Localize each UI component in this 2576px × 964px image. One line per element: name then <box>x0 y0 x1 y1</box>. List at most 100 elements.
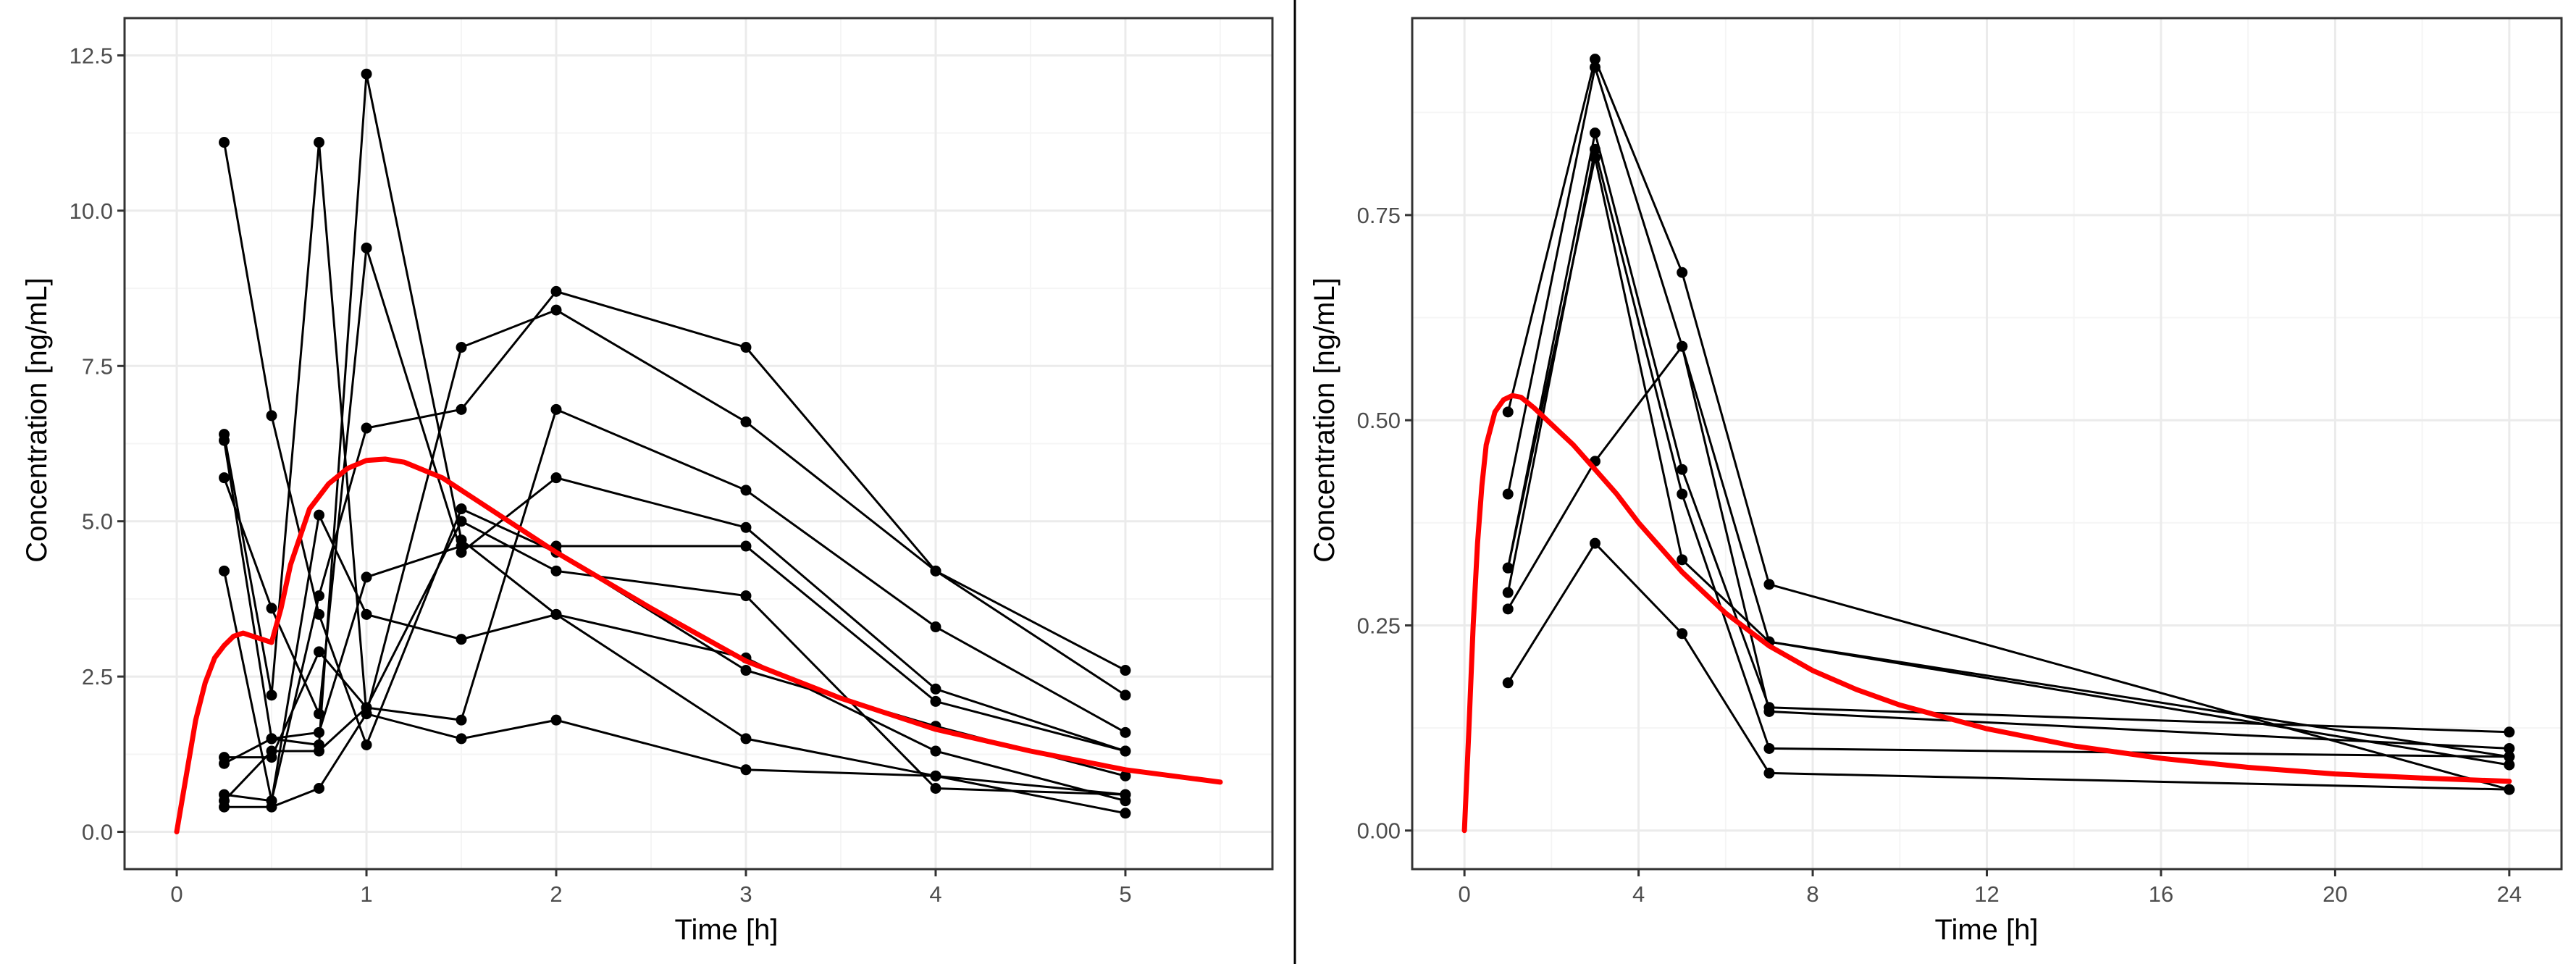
left-x-tick-label: 3 <box>739 881 752 907</box>
left-y-axis-title: Concentration [ng/mL] <box>21 277 53 563</box>
left-subject-7-point <box>314 726 325 738</box>
left-subject-9-point <box>314 783 325 795</box>
right-subject-1-point <box>1502 406 1514 418</box>
right-subject-1-point <box>1677 267 1688 278</box>
right-subject-5-point <box>1763 705 1775 717</box>
left-subject-4-point <box>361 242 372 253</box>
right-subject-5-point <box>2504 742 2515 754</box>
right-y-axis-title: Concentration [ng/mL] <box>1309 277 1341 563</box>
left-x-axis-title: Time [h] <box>675 914 779 946</box>
left-subject-8-point <box>930 745 941 757</box>
right-subject-5-point <box>1502 603 1514 615</box>
right-subject-6-point <box>1589 537 1600 549</box>
left-subject-1-point <box>266 410 277 422</box>
left-subject-9-point <box>456 733 467 745</box>
right-y-tick-label: 0.75 <box>1357 203 1401 228</box>
left-x-tick-label: 2 <box>550 881 562 907</box>
left-subject-1-point <box>456 503 467 515</box>
left-subject-9-line <box>224 712 1126 815</box>
left-subject-2-point <box>550 304 562 316</box>
left-subject-9-point <box>266 801 277 813</box>
left-subject-7-point <box>740 540 752 552</box>
left-subject-10-point <box>456 516 467 527</box>
left-subject-10-point <box>266 745 277 757</box>
right-chart-panel: 0 4 8 12 16 20 24 0.00 0.25 0.50 0.75 <box>1357 17 2563 907</box>
left-x-tick-label: 0 <box>170 881 182 907</box>
left-subject-5-point <box>456 403 467 415</box>
right-x-tick-label: 4 <box>1632 881 1645 907</box>
left-subject-7-point <box>930 695 941 707</box>
right-subject-7-point <box>1677 554 1688 566</box>
right-subject-3-point <box>2504 726 2515 738</box>
left-y-tick-label: 10.0 <box>70 198 113 224</box>
left-subject-5-point <box>314 590 325 602</box>
left-subject-5-point <box>740 342 752 353</box>
left-subject-10-point <box>219 795 230 807</box>
left-subject-4-point <box>219 472 230 484</box>
right-y-tick-label: 0.25 <box>1357 613 1401 638</box>
left-subject-6-point <box>1120 726 1131 738</box>
right-subject-2-line <box>1506 67 2510 758</box>
right-subject-6-point <box>2504 784 2515 795</box>
right-subject-3-line <box>1506 133 2509 734</box>
left-subject-9-point <box>930 770 941 781</box>
right-subject-7-point <box>1502 562 1514 574</box>
right-x-tick-label: 20 <box>2323 881 2347 907</box>
left-subject-10-point <box>1120 789 1131 800</box>
right-subject-7-point <box>1589 152 1600 164</box>
right-subject-5-point <box>1677 340 1688 352</box>
right-x-axis-title: Time [h] <box>1935 914 2039 946</box>
left-subject-8-point <box>361 608 372 620</box>
left-subject-2-line <box>223 142 1126 714</box>
right-x-tick-label: 8 <box>1806 881 1818 907</box>
left-subject-7-point <box>456 540 467 552</box>
left-subject-7-point <box>1120 745 1131 757</box>
left-subject-10-point <box>740 590 752 602</box>
right-subject-4-point <box>1677 488 1688 500</box>
left-subject-3-point <box>361 68 372 80</box>
right-subject-2-point <box>1502 488 1514 500</box>
left-x-tick-label: 4 <box>929 881 941 907</box>
right-population-curve <box>1461 393 2512 834</box>
right-subject-3-point <box>1677 464 1688 475</box>
right-subject-4-point <box>1589 143 1600 155</box>
right-subject-4-point <box>1502 587 1514 598</box>
left-subject-10-point <box>314 745 325 757</box>
left-subject-6-point <box>740 485 752 496</box>
right-y-tick-label: 0.50 <box>1357 408 1401 433</box>
right-x-tick-label: 24 <box>2497 881 2522 907</box>
left-subject-6-point <box>930 621 941 633</box>
left-subject-7-point <box>266 733 277 745</box>
right-subject-6-point <box>1677 628 1688 640</box>
left-subject-10-point <box>361 702 372 713</box>
left-subject-8-point <box>314 509 325 521</box>
left-subject-3-point <box>740 733 752 745</box>
left-subject-2-point <box>740 416 752 427</box>
left-x-tick-label: 1 <box>360 881 372 907</box>
left-subject-5-point <box>1120 690 1131 701</box>
right-subject-1-point <box>1589 54 1600 65</box>
left-subject-1-point <box>219 137 230 148</box>
left-subject-5-point <box>550 285 562 297</box>
right-subject-4-point <box>1763 742 1775 754</box>
left-subject-8-point <box>456 634 467 645</box>
left-subject-2-point <box>456 342 467 353</box>
left-x-tick-label: 5 <box>1119 881 1131 907</box>
left-subject-10-point <box>550 565 562 577</box>
right-x-tick-label: 16 <box>2149 881 2173 907</box>
left-subject-2-point <box>266 690 277 701</box>
left-chart-panel: 0 1 2 3 4 5 0.0 2.5 5.0 7.5 10.0 12.5 <box>70 17 1274 907</box>
left-subject-2-point <box>1120 665 1131 676</box>
right-subject-6-point <box>1763 767 1775 779</box>
left-subject-10-line <box>223 519 1126 802</box>
left-subject-9-point <box>1120 808 1131 819</box>
left-subject-4-point <box>266 603 277 614</box>
left-subject-7-point <box>219 758 230 769</box>
right-subject-4-point <box>2504 751 2515 763</box>
right-subject-2-point <box>1589 62 1600 73</box>
left-y-tick-label: 7.5 <box>82 353 113 379</box>
left-subject-1-point <box>361 739 372 750</box>
left-y-tick-label: 5.0 <box>82 509 113 535</box>
left-subject-5-point <box>219 565 230 577</box>
